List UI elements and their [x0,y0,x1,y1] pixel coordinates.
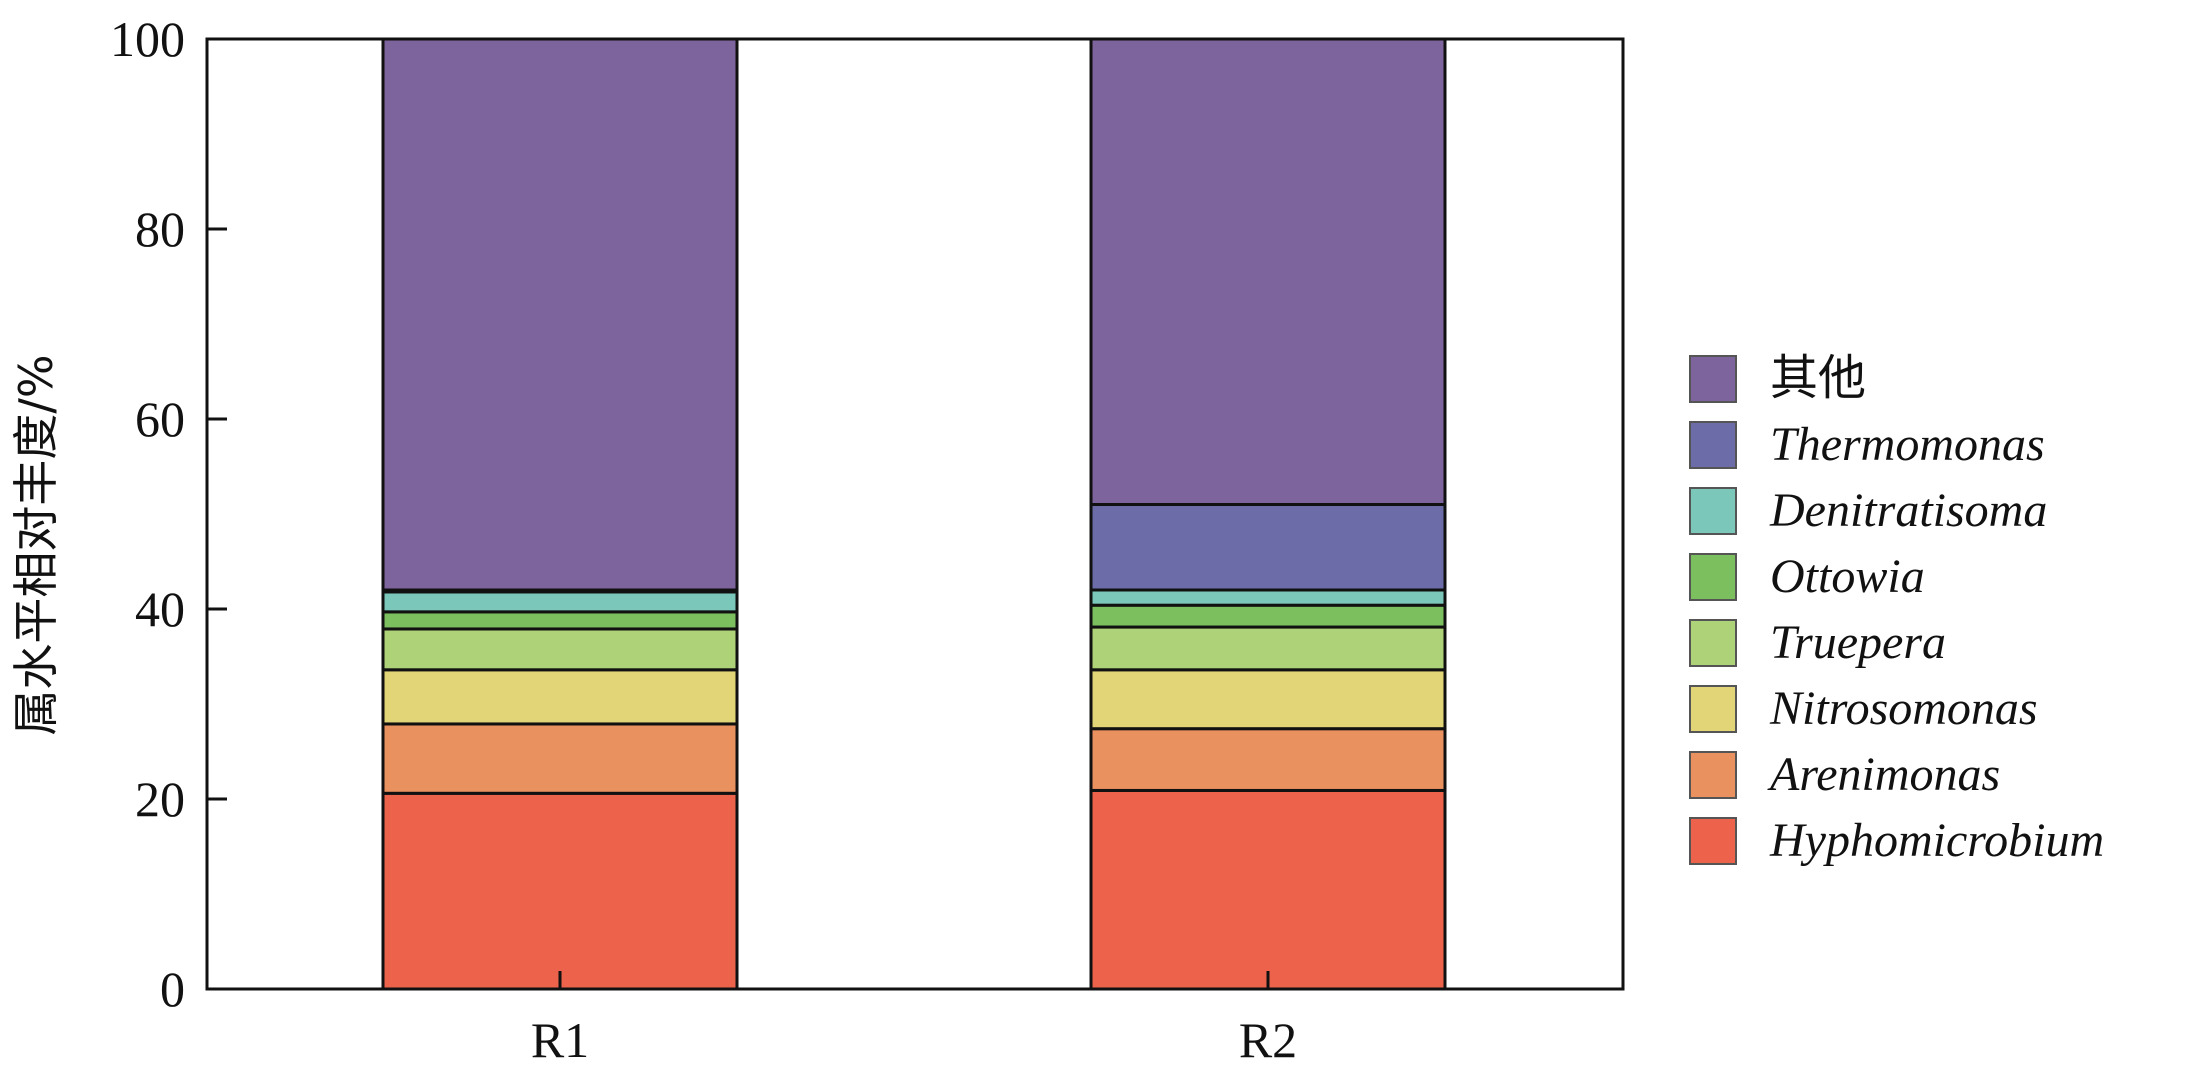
y-tick-label: 100 [110,11,185,67]
bar-stacks [381,37,1447,991]
legend-label: Hyphomicrobium [1769,814,2104,867]
legend-swatch [1689,685,1737,733]
y-tick-label: 80 [135,201,185,257]
legend-label: Thermomonas [1770,418,2045,471]
legend-swatch [1689,487,1737,535]
x-tick-label: R2 [1239,1012,1297,1068]
bar-R1-seg-0 [381,791,739,991]
y-tick-label: 60 [135,391,185,447]
legend-swatch [1689,355,1737,403]
legend-label: Nitrosomonas [1769,682,2038,735]
legend-swatch [1689,421,1737,469]
bar-R2-seg-5 [1089,588,1447,607]
y-tick-label: 40 [135,581,185,637]
bar-R2-seg-1 [1089,727,1447,792]
legend-swatch [1689,619,1737,667]
legend-label: Ottowia [1770,550,1925,603]
bar-R2-seg-6 [1089,503,1447,592]
bar-R1-seg-7 [381,37,739,592]
bar-R1-seg-1 [381,722,739,795]
bar-R2-seg-2 [1089,668,1447,731]
bar-R1-seg-5 [381,590,739,614]
bar-R2-seg-4 [1089,603,1447,629]
y-axis-label: 属水平相对丰度/% [9,354,63,735]
legend-label: Truepera [1770,616,1946,669]
x-axis: R1 R2 [531,971,1297,1068]
plot-frame [205,37,1625,991]
legend-label: Denitratisoma [1769,484,2047,537]
legend: 其他 Thermomonas Denitratisoma Ottowia Trueper… [1689,350,2104,867]
bar-R2-seg-0 [1089,788,1447,991]
x-tick-label: R1 [531,1012,589,1068]
legend-label: Arenimonas [1767,748,2000,801]
legend-swatch [1689,751,1737,799]
legend-swatch [1689,817,1737,865]
legend-label: 其他 [1770,350,1866,406]
bar-R2-seg-7 [1089,37,1447,506]
bar-R1-seg-4 [381,610,739,631]
bar-R2-seg-3 [1089,625,1447,672]
legend-swatch [1689,553,1737,601]
y-axis: 0 20 40 60 80 100 [110,11,227,1017]
y-tick-label: 0 [160,961,185,1017]
bar-R1-seg-3 [381,627,739,672]
bar-R1-seg-2 [381,668,739,726]
y-tick-label: 20 [135,771,185,827]
